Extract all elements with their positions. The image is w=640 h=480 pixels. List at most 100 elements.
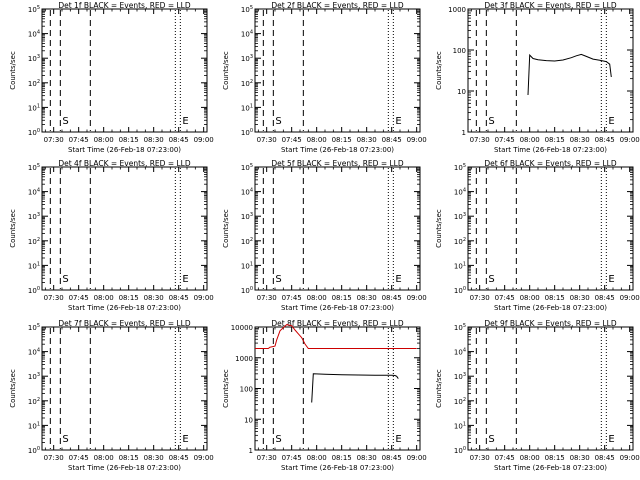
x-tick-label: 08:30 — [357, 136, 377, 144]
x-tick-label: 07:30 — [44, 136, 64, 144]
x-tick-label: 09:00 — [194, 294, 214, 302]
x-tick-label: 08:30 — [570, 136, 590, 144]
y-tick-label: 101 — [454, 421, 466, 430]
x-tick-label: 08:30 — [570, 294, 590, 302]
x-tick-label: 08:00 — [307, 454, 327, 462]
x-tick-label: 07:30 — [257, 136, 277, 144]
x-axis-label: Start Time (26-Feb-18 07:23:00) — [494, 146, 607, 154]
x-tick-label: 08:00 — [94, 136, 114, 144]
y-tick-label: 103 — [28, 212, 40, 221]
marker-s-label: S — [275, 116, 281, 127]
x-tick-label: 08:15 — [545, 454, 565, 462]
x-tick-label: 08:00 — [520, 454, 540, 462]
x-axis-label: Start Time (26-Feb-18 07:23:00) — [281, 464, 394, 472]
plot-frame — [467, 166, 634, 291]
y-tick-label: 101 — [454, 261, 466, 270]
x-tick-label: 08:15 — [332, 136, 352, 144]
chart-title: Det 4f BLACK = Events, RED = LLD — [58, 159, 191, 168]
chart-title: Det 1f BLACK = Events, RED = LLD — [58, 1, 191, 10]
x-tick-label: 09:00 — [407, 454, 427, 462]
x-tick-label: 08:15 — [119, 294, 139, 302]
lld-series-line — [255, 324, 417, 349]
x-tick-label: 08:00 — [307, 136, 327, 144]
y-tick-label: 105 — [28, 163, 40, 172]
x-axis-label: Start Time (26-Feb-18 07:23:00) — [281, 146, 394, 154]
plot-frame — [41, 8, 208, 133]
y-tick-label: 103 — [28, 372, 40, 381]
y-tick-label: 105 — [241, 5, 253, 14]
y-tick-label: 103 — [454, 212, 466, 221]
plot-frame — [467, 8, 634, 133]
x-tick-label: 07:30 — [470, 294, 490, 302]
y-tick-label: 104 — [28, 30, 40, 39]
x-tick-label: 08:00 — [307, 294, 327, 302]
chart-panel: Det 3f BLACK = Events, RED = LLD Counts/s… — [435, 1, 640, 154]
y-axis-label: Counts/sec — [9, 369, 17, 408]
x-tick-label: 07:30 — [44, 294, 64, 302]
chart-panel: Det 8f BLACK = Events, RED = LLD Counts/s… — [222, 319, 427, 472]
x-tick-label: 07:45 — [495, 454, 515, 462]
x-tick-label: 09:00 — [194, 454, 214, 462]
x-tick-label: 08:15 — [119, 454, 139, 462]
x-tick-label: 08:45 — [382, 454, 402, 462]
plot-frame — [467, 326, 634, 451]
x-tick-label: 08:00 — [520, 294, 540, 302]
y-tick-label: 103 — [241, 212, 253, 221]
x-tick-label: 08:30 — [357, 454, 377, 462]
x-axis-label: Start Time (26-Feb-18 07:23:00) — [281, 304, 394, 312]
y-tick-label: 104 — [241, 30, 253, 39]
x-tick-label: 07:45 — [282, 136, 302, 144]
chart-panel: Det 6f BLACK = Events, RED = LLD Counts/s… — [435, 159, 640, 312]
marker-e-label: E — [182, 274, 188, 285]
marker-e-label: E — [395, 434, 401, 445]
x-tick-label: 07:30 — [44, 454, 64, 462]
chart-panel: Det 5f BLACK = Events, RED = LLD Counts/s… — [222, 159, 427, 312]
marker-e-label: E — [395, 116, 401, 127]
x-tick-label: 08:45 — [382, 136, 402, 144]
x-tick-label: 08:30 — [144, 136, 164, 144]
y-tick-label: 105 — [28, 5, 40, 14]
y-axis-label: Counts/sec — [222, 369, 230, 408]
marker-s-label: S — [275, 274, 281, 285]
y-tick-label: 105 — [454, 163, 466, 172]
x-axis-label: Start Time (26-Feb-18 07:23:00) — [68, 304, 181, 312]
y-tick-label: 103 — [454, 372, 466, 381]
y-tick-label: 1000 — [448, 6, 466, 14]
marker-s-label: S — [62, 274, 68, 285]
y-tick-label: 10 — [244, 416, 253, 424]
marker-e-label: E — [182, 434, 188, 445]
x-tick-label: 08:30 — [357, 294, 377, 302]
marker-e-label: E — [182, 116, 188, 127]
plot-frame — [41, 166, 208, 291]
y-tick-label: 1000 — [235, 355, 253, 363]
y-tick-label: 101 — [28, 421, 40, 430]
y-tick-label: 105 — [454, 323, 466, 332]
chart-panel: Det 2f BLACK = Events, RED = LLD Counts/s… — [222, 1, 427, 154]
chart-title: Det 6f BLACK = Events, RED = LLD — [484, 159, 617, 168]
marker-s-label: S — [62, 434, 68, 445]
x-tick-label: 08:30 — [144, 294, 164, 302]
y-tick-label: 102 — [454, 237, 466, 246]
x-tick-label: 07:45 — [495, 136, 515, 144]
y-tick-label: 100 — [241, 286, 253, 295]
y-axis-label: Counts/sec — [9, 51, 17, 90]
y-tick-label: 100 — [28, 446, 40, 455]
chart-title: Det 7f BLACK = Events, RED = LLD — [58, 319, 191, 328]
y-axis-label: Counts/sec — [9, 209, 17, 248]
y-tick-label: 100 — [28, 128, 40, 137]
x-tick-label: 07:30 — [470, 454, 490, 462]
x-axis-label: Start Time (26-Feb-18 07:23:00) — [68, 146, 181, 154]
y-tick-label: 102 — [28, 237, 40, 246]
x-tick-label: 08:15 — [332, 454, 352, 462]
y-tick-label: 103 — [28, 54, 40, 63]
x-tick-label: 07:45 — [282, 294, 302, 302]
x-axis-label: Start Time (26-Feb-18 07:23:00) — [494, 464, 607, 472]
x-tick-label: 09:00 — [407, 136, 427, 144]
x-tick-label: 08:15 — [119, 136, 139, 144]
x-axis-label: Start Time (26-Feb-18 07:23:00) — [494, 304, 607, 312]
y-tick-label: 104 — [454, 188, 466, 197]
plot-frame — [254, 8, 421, 133]
y-tick-label: 100 — [241, 128, 253, 137]
y-axis-label: Counts/sec — [435, 209, 443, 248]
